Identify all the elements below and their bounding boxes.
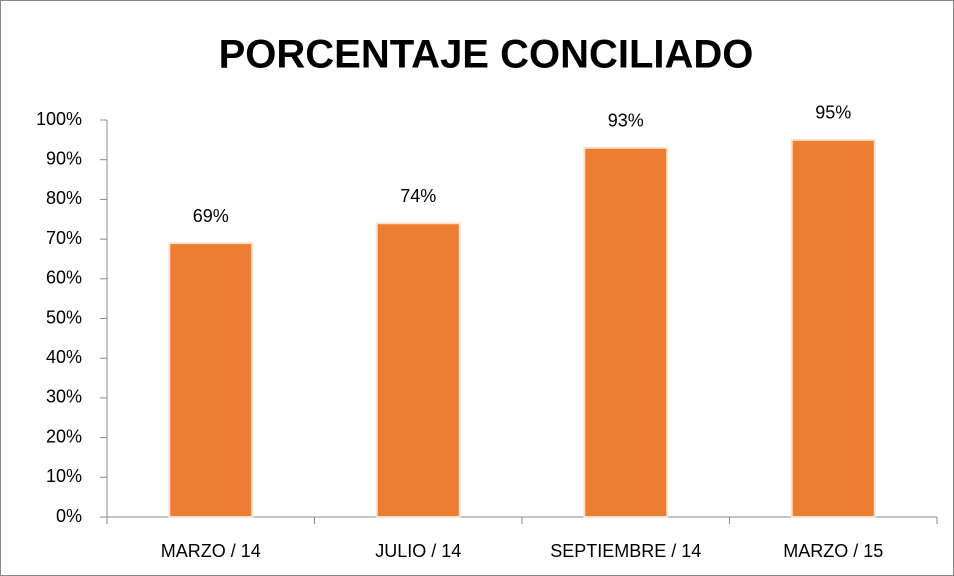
- bar: [168, 242, 254, 518]
- y-tick-label: 100%: [36, 109, 82, 129]
- y-tick-label: 40%: [46, 347, 82, 367]
- y-tick-label: 0%: [56, 506, 82, 526]
- bar: [583, 146, 669, 518]
- y-tick-label: 60%: [46, 268, 82, 288]
- data-label: 69%: [193, 206, 229, 226]
- y-tick-label: 10%: [46, 466, 82, 486]
- data-label: 74%: [400, 186, 436, 206]
- chart-title: PORCENTAJE CONCILIADO: [219, 33, 754, 77]
- y-tick-label: 70%: [46, 228, 82, 248]
- bar: [375, 222, 461, 518]
- bar: [790, 138, 876, 518]
- x-tick-label: JULIO / 14: [375, 541, 461, 561]
- data-label: 93%: [608, 111, 644, 131]
- x-tick-label: SEPTIEMBRE / 14: [550, 541, 701, 561]
- y-tick-label: 90%: [46, 148, 82, 168]
- y-tick-label: 50%: [46, 307, 82, 327]
- y-tick-label: 20%: [46, 426, 82, 446]
- y-tick-label: 30%: [46, 387, 82, 407]
- data-label: 95%: [815, 103, 851, 123]
- x-tick-label: MARZO / 15: [783, 541, 883, 561]
- y-tick-label: 80%: [46, 188, 82, 208]
- x-tick-label: MARZO / 14: [161, 541, 261, 561]
